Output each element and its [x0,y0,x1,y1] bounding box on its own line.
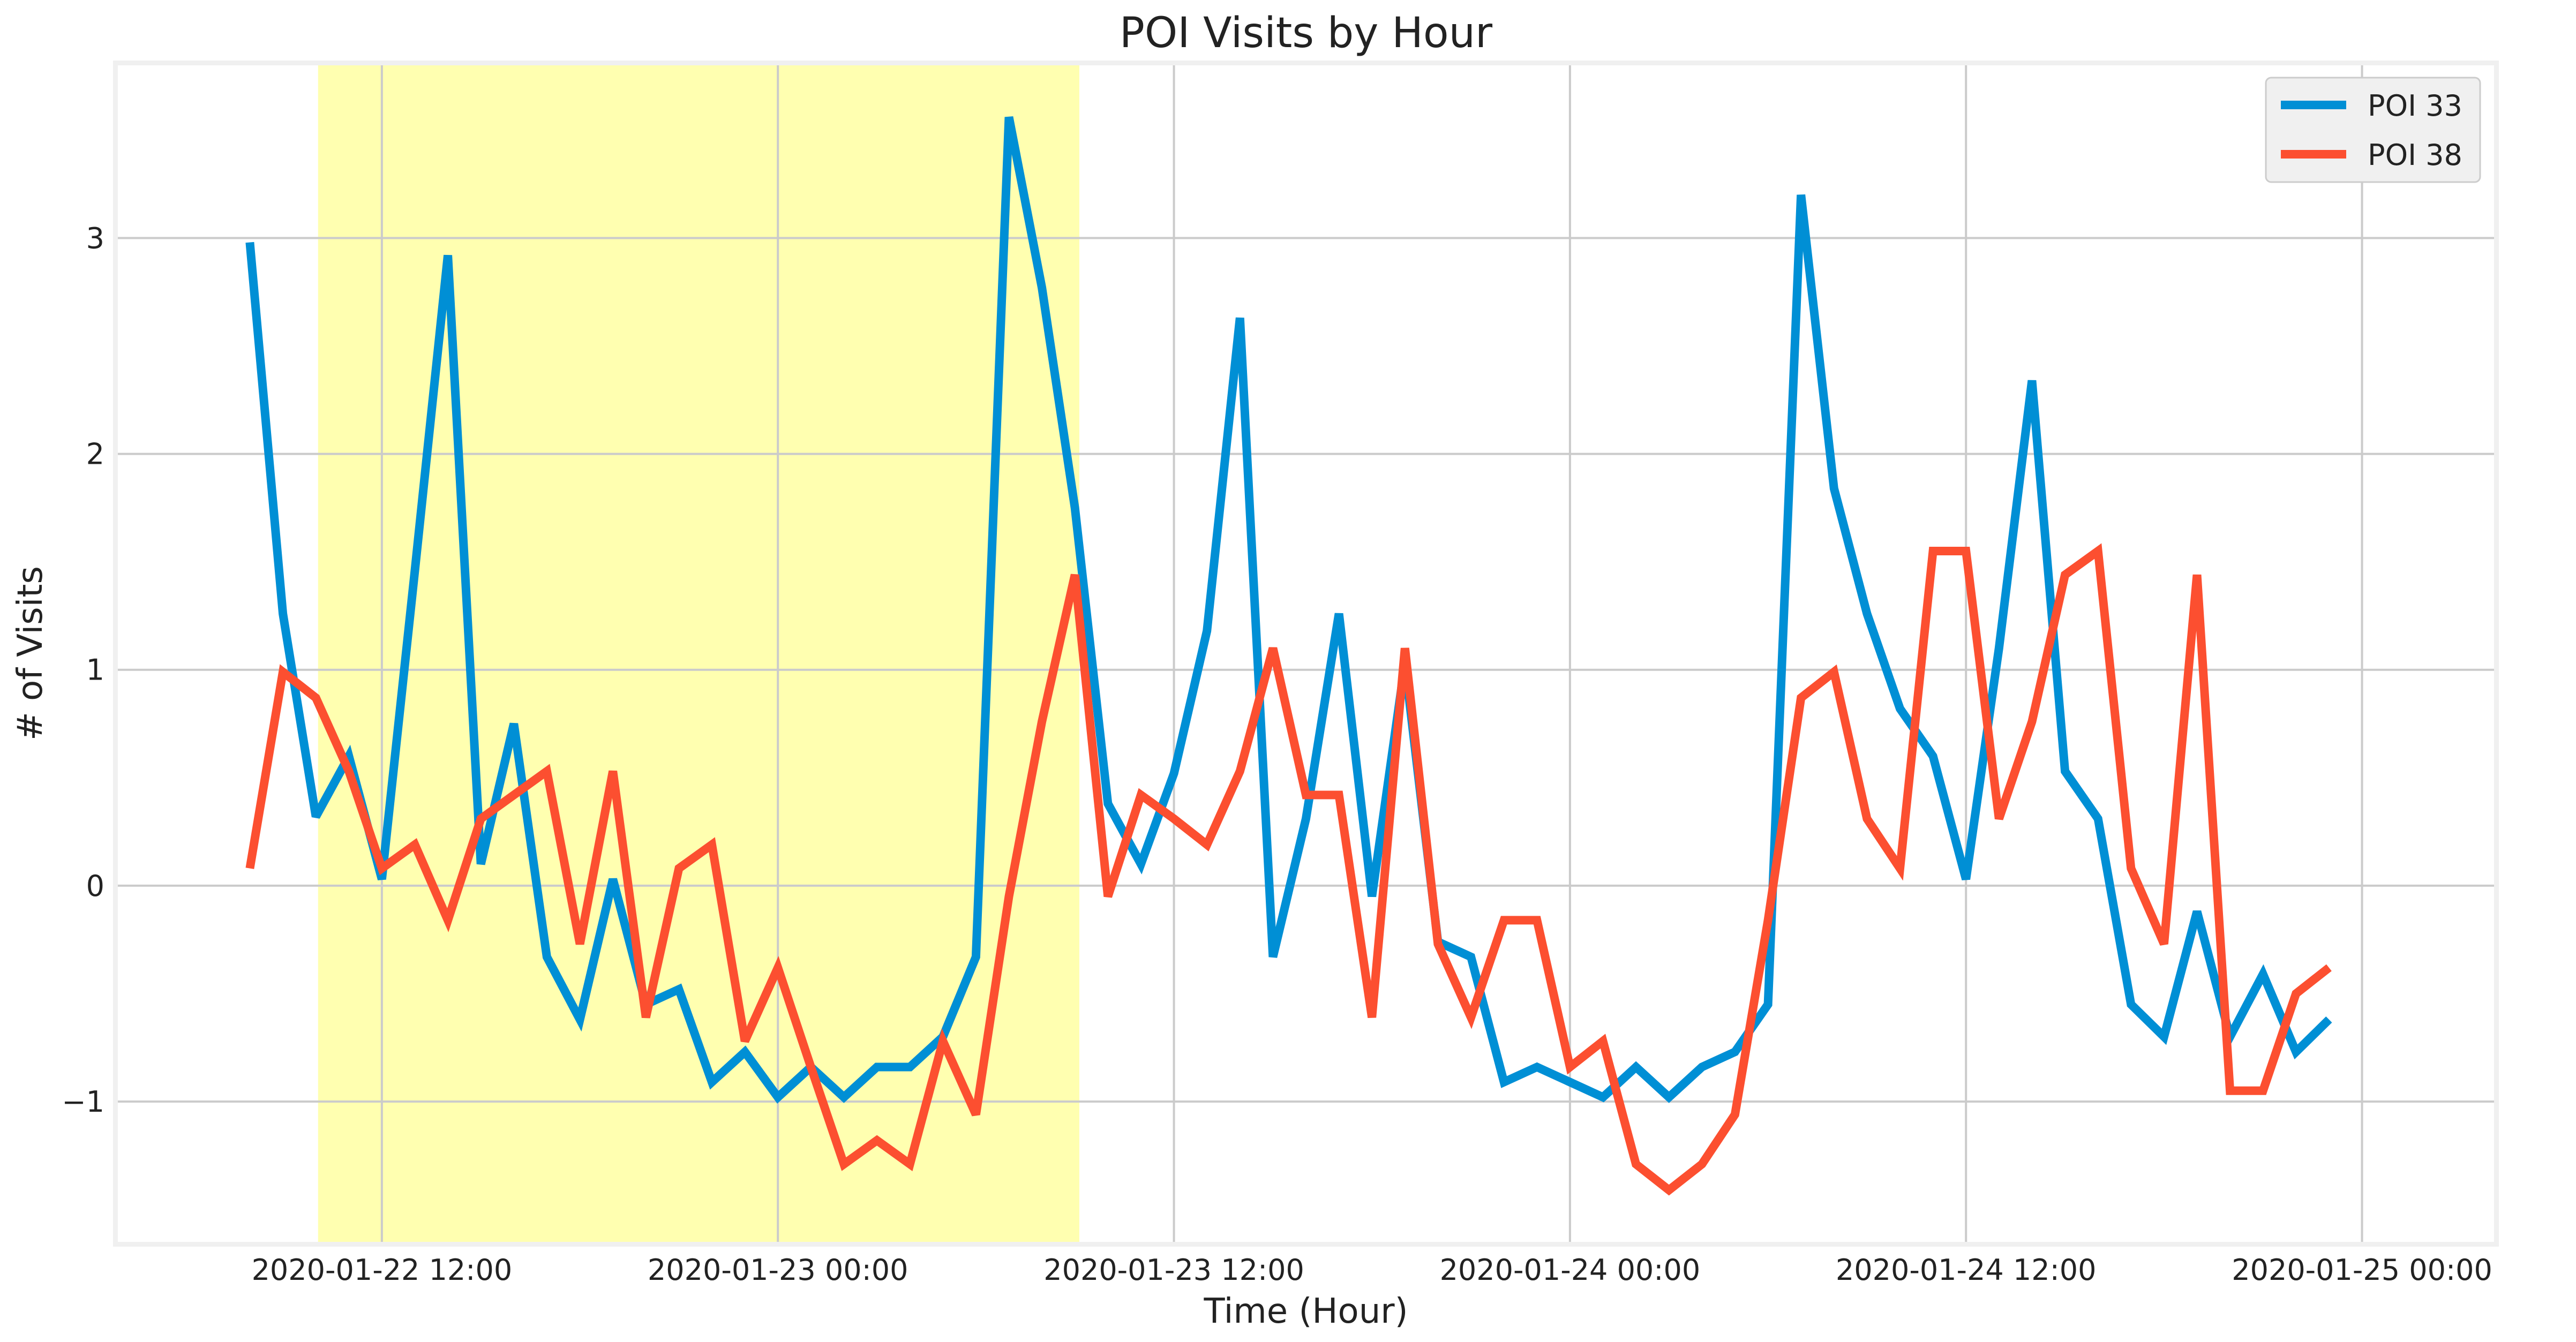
y-axis-label: # of Visits [11,566,50,741]
y-tick-label: 2 [86,438,104,471]
series-lines [245,116,2332,1196]
series-line-poi-33 [245,116,2332,1104]
y-tick-label: 1 [86,653,104,687]
highlight-band [318,65,1079,1242]
legend: POI 33 POI 38 [2265,77,2481,183]
y-tick-label: 3 [86,221,104,255]
x-tick-label: 2020-01-24 12:00 [1836,1253,2097,1287]
x-tick-label: 2020-01-25 00:00 [2232,1253,2492,1287]
y-tick-label: 0 [86,869,104,903]
chart-title: POI Visits by Hour [1120,9,1493,57]
x-tick-label: 2020-01-23 00:00 [648,1253,908,1287]
gridlines [118,65,2494,1242]
x-tick-label: 2020-01-24 00:00 [1440,1253,1701,1287]
y-axis-ticks: −1 0 1 2 3 [62,221,104,1118]
x-axis-label: Time (Hour) [1203,1292,1408,1331]
x-axis-ticks: 2020-01-22 12:00 2020-01-23 00:00 2020-01-… [252,1253,2492,1287]
highlight-region [318,65,1079,1242]
y-tick-label: −1 [62,1085,104,1119]
legend-label-poi-38: POI 38 [2368,138,2462,172]
legend-label-poi-33: POI 33 [2368,89,2462,123]
x-tick-label: 2020-01-23 12:00 [1043,1253,1304,1287]
series-line-poi-38 [245,543,2332,1196]
x-tick-label: 2020-01-22 12:00 [252,1253,513,1287]
